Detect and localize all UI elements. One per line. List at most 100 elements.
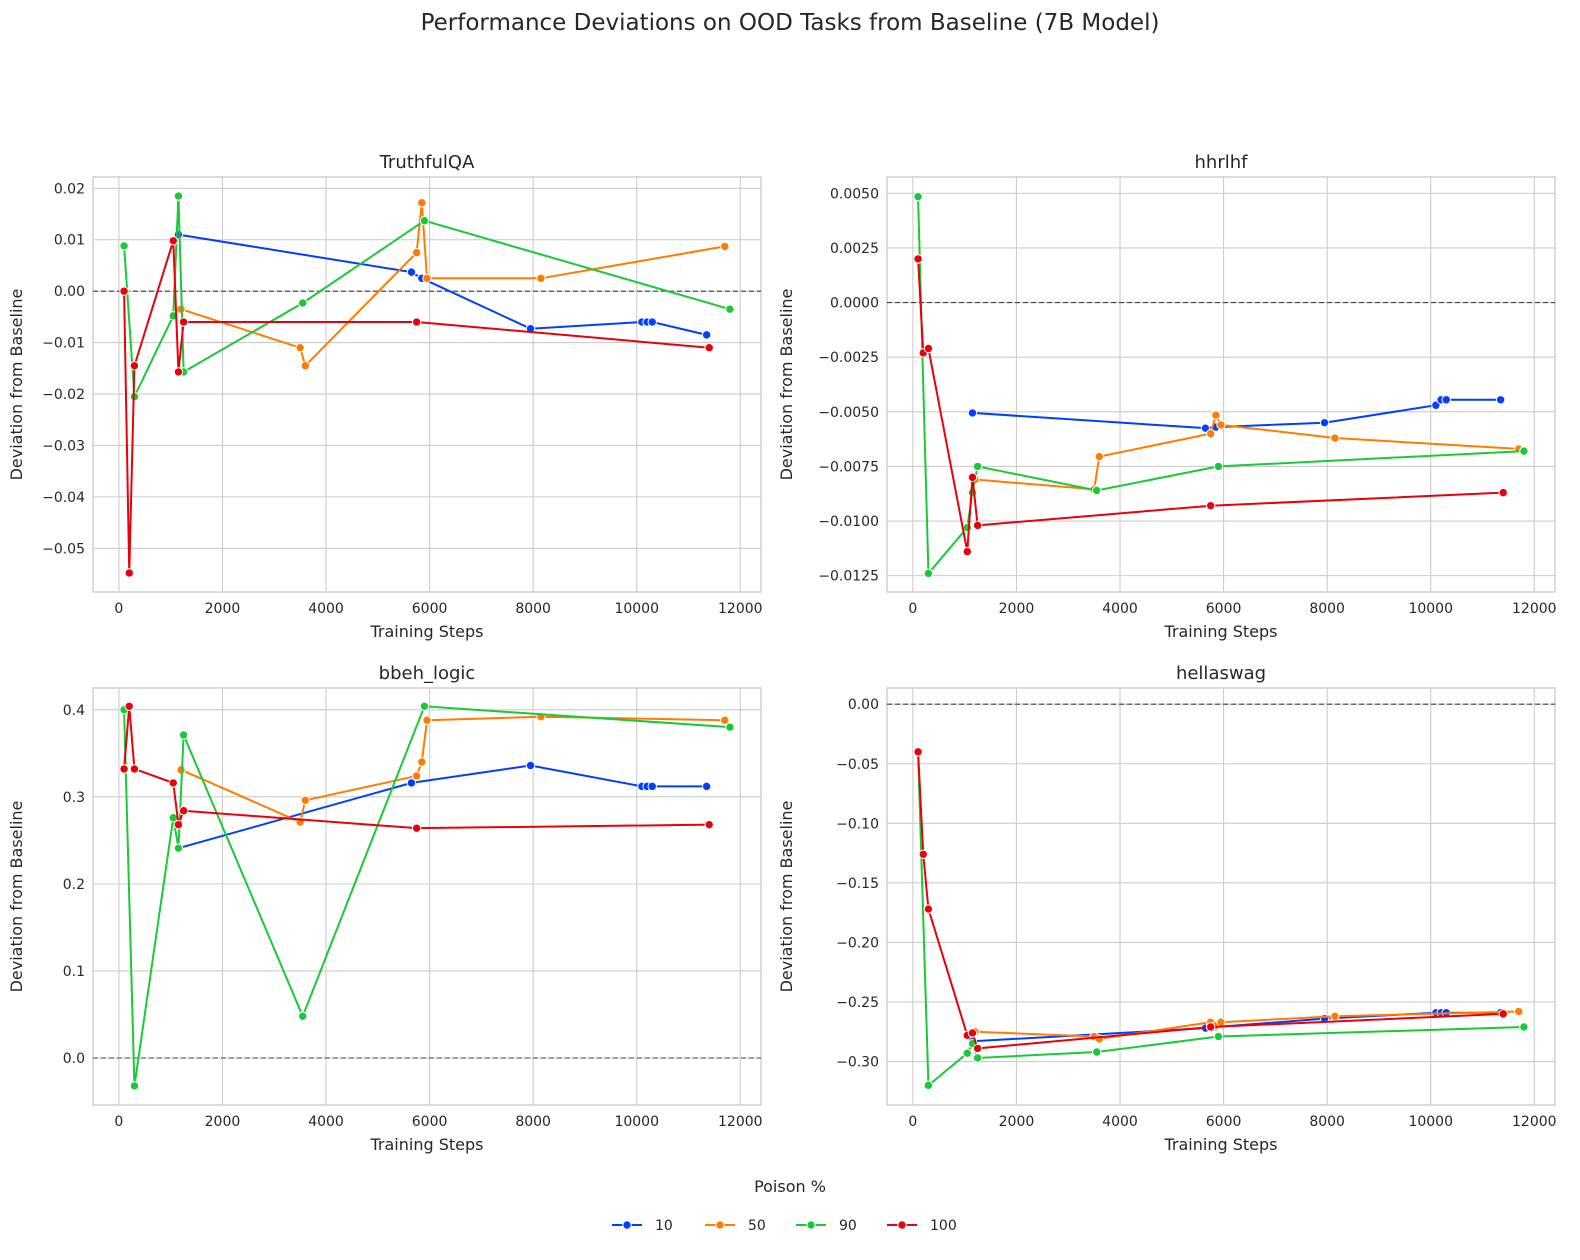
truthfulqa-x-tick-label: 12000 [718, 601, 763, 617]
hhrlhf-series-90-point [913, 191, 923, 202]
bbeh-logic-series-90-point [129, 1081, 140, 1091]
truthfulqa-series-100-point [704, 343, 714, 353]
truthfulqa-series-50-point [720, 241, 730, 252]
chart-title: Performance Deviations on OOD Tasks from… [421, 10, 1160, 36]
bbeh-logic-series-100-point [411, 823, 422, 833]
hellaswag-series-90-point [962, 1048, 972, 1058]
hellaswag-series-50-point [1330, 1011, 1340, 1021]
hhrlhf-x-tick-label: 8000 [1309, 601, 1345, 617]
hellaswag-series-90 [913, 747, 1529, 1091]
hhrlhf-series-50-line [974, 412, 1519, 491]
truthfulqa-series-90-point [298, 298, 308, 308]
bbeh-logic-series-50-point [300, 795, 311, 806]
hellaswag-y-tick-label: −0.30 [836, 1055, 879, 1071]
hhrlhf-series-90-point [972, 461, 983, 472]
bbeh-logic-series-90-point [173, 843, 184, 853]
bbeh-logic-y-tick-label: 0.3 [63, 790, 85, 806]
panel-hhrlhf: 0 2000 4000 6000 8000 10000 12000 −0.0125 −0.010… [777, 152, 1557, 641]
legend-label-90: 90 [839, 1218, 857, 1234]
truthfulqa-series-10-point [647, 317, 657, 327]
hhrlhf-series-50-point [1094, 451, 1105, 462]
hhrlhf-y-tick-label: 0.0000 [830, 296, 879, 312]
truthfulqa-series-100-line [123, 240, 710, 573]
bbeh-logic-x-axis-label: Training Steps [370, 1135, 484, 1154]
truthfulqa-y-tick-label: −0.04 [42, 490, 85, 506]
truthfulqa-series-90 [119, 191, 735, 402]
hellaswag-series-90-point [923, 1080, 934, 1091]
bbeh-logic-series-50 [176, 712, 730, 827]
legend-item-90: 90 [796, 1218, 857, 1234]
hhrlhf-series-50-point [1330, 433, 1340, 443]
hellaswag-series-90-point [1092, 1047, 1102, 1057]
hhrlhf-title: hhrlhf [1195, 152, 1249, 173]
truthfulqa-plot-frame [92, 176, 762, 593]
bbeh-logic-series-90-line [123, 705, 730, 1086]
truthfulqa-series-50-point [417, 198, 427, 208]
legend-label-50: 50 [748, 1218, 766, 1234]
hhrlhf-series-90-line [917, 196, 1524, 577]
truthfulqa-y-tick-label: −0.05 [42, 541, 85, 557]
truthfulqa-series-90-point [725, 304, 735, 314]
hellaswag-x-tick-label: 10000 [1408, 1114, 1453, 1130]
bbeh-logic-series-10 [173, 760, 712, 853]
hellaswag-x-tick-label: 12000 [1512, 1114, 1557, 1130]
bbeh-logic-x-tick-label: 6000 [412, 1114, 448, 1130]
bbeh-logic-x-tick-label: 8000 [515, 1114, 551, 1130]
bbeh-logic-series-50-line [180, 715, 725, 824]
hellaswag-series-90-point [1213, 1031, 1224, 1042]
hellaswag-x-tick-label: 6000 [1206, 1114, 1242, 1130]
hellaswag-y-tick-label: −0.05 [836, 757, 879, 773]
hhrlhf-series-90-point [962, 522, 972, 533]
bbeh-logic-y-tick-label: 0.1 [63, 964, 85, 980]
truthfulqa-series-50-point [300, 361, 311, 371]
truthfulqa-series-100-point [173, 367, 184, 377]
hhrlhf-y-tick-label: 0.0025 [830, 241, 879, 257]
hhrlhf-series-50-point [1211, 410, 1221, 420]
truthfulqa-series-10-line [178, 233, 707, 336]
hhrlhf-series-90-point [1519, 446, 1529, 456]
truthfulqa-series-100-point [411, 317, 422, 327]
hhrlhf-series-10-point [1495, 395, 1506, 405]
truthfulqa-series-10-point [701, 330, 712, 340]
bbeh-logic-series-100-line [123, 706, 710, 830]
legend-item-10: 10 [612, 1218, 673, 1234]
bbeh-logic-series-100-point [124, 701, 134, 711]
hellaswag-title: hellaswag [1176, 663, 1266, 684]
truthfulqa-y-tick-label: 0.00 [54, 284, 85, 300]
hhrlhf-series-50-point [1205, 428, 1216, 439]
bbeh-logic-series-90-point [298, 1011, 308, 1021]
hellaswag-series-90-point [1519, 1022, 1529, 1032]
bbeh-logic-y-tick-label: 0.4 [63, 703, 85, 719]
truthfulqa-x-tick-label: 8000 [515, 601, 551, 617]
bbeh-logic-title: bbeh_logic [379, 663, 476, 684]
hellaswag-series-50-point [1514, 1006, 1524, 1017]
hellaswag-x-tick-label: 4000 [1102, 1114, 1138, 1130]
hhrlhf-y-tick-label: 0.0050 [830, 186, 879, 202]
hellaswag-x-tick-label: 8000 [1309, 1114, 1345, 1130]
hhrlhf-series-100-point [1205, 501, 1216, 511]
bbeh-logic-series-90 [119, 701, 735, 1091]
bbeh-logic-series-90-point [419, 701, 430, 711]
hhrlhf-series-100 [913, 254, 1508, 557]
bbeh-logic-series-100-point [129, 764, 140, 774]
bbeh-logic-x-tick-label: 0 [114, 1114, 123, 1130]
hhrlhf-series-90-point [923, 568, 934, 579]
bbeh-logic-series-100-point [178, 806, 189, 816]
bbeh-logic-series-100-point [119, 764, 129, 774]
legend-item-50: 50 [705, 1218, 766, 1234]
hhrlhf-x-tick-label: 6000 [1206, 601, 1242, 617]
hellaswag-y-tick-label: −0.25 [836, 995, 879, 1011]
hhrlhf-x-tick-label: 10000 [1408, 601, 1453, 617]
hellaswag-plot-frame [886, 687, 1556, 1106]
panel-truthfulqa: 0 2000 4000 6000 8000 10000 12000 −0.05 −0.04 −0.… [7, 152, 763, 641]
bbeh-logic-series-10-point [701, 781, 712, 792]
truthfulqa-y-tick-label: −0.03 [42, 438, 85, 454]
truthfulqa-y-axis-label: Deviation from Baseline [7, 289, 26, 481]
truthfulqa-series-90-point [119, 241, 129, 251]
truthfulqa-series-50-point [536, 273, 546, 284]
truthfulqa-series-100-point [124, 568, 134, 578]
hhrlhf-y-tick-label: −0.0075 [818, 459, 879, 475]
hhrlhf-series-50-point [1216, 420, 1226, 430]
truthfulqa-series-10-point [406, 267, 417, 277]
hhrlhf-series-100-point [913, 254, 923, 264]
